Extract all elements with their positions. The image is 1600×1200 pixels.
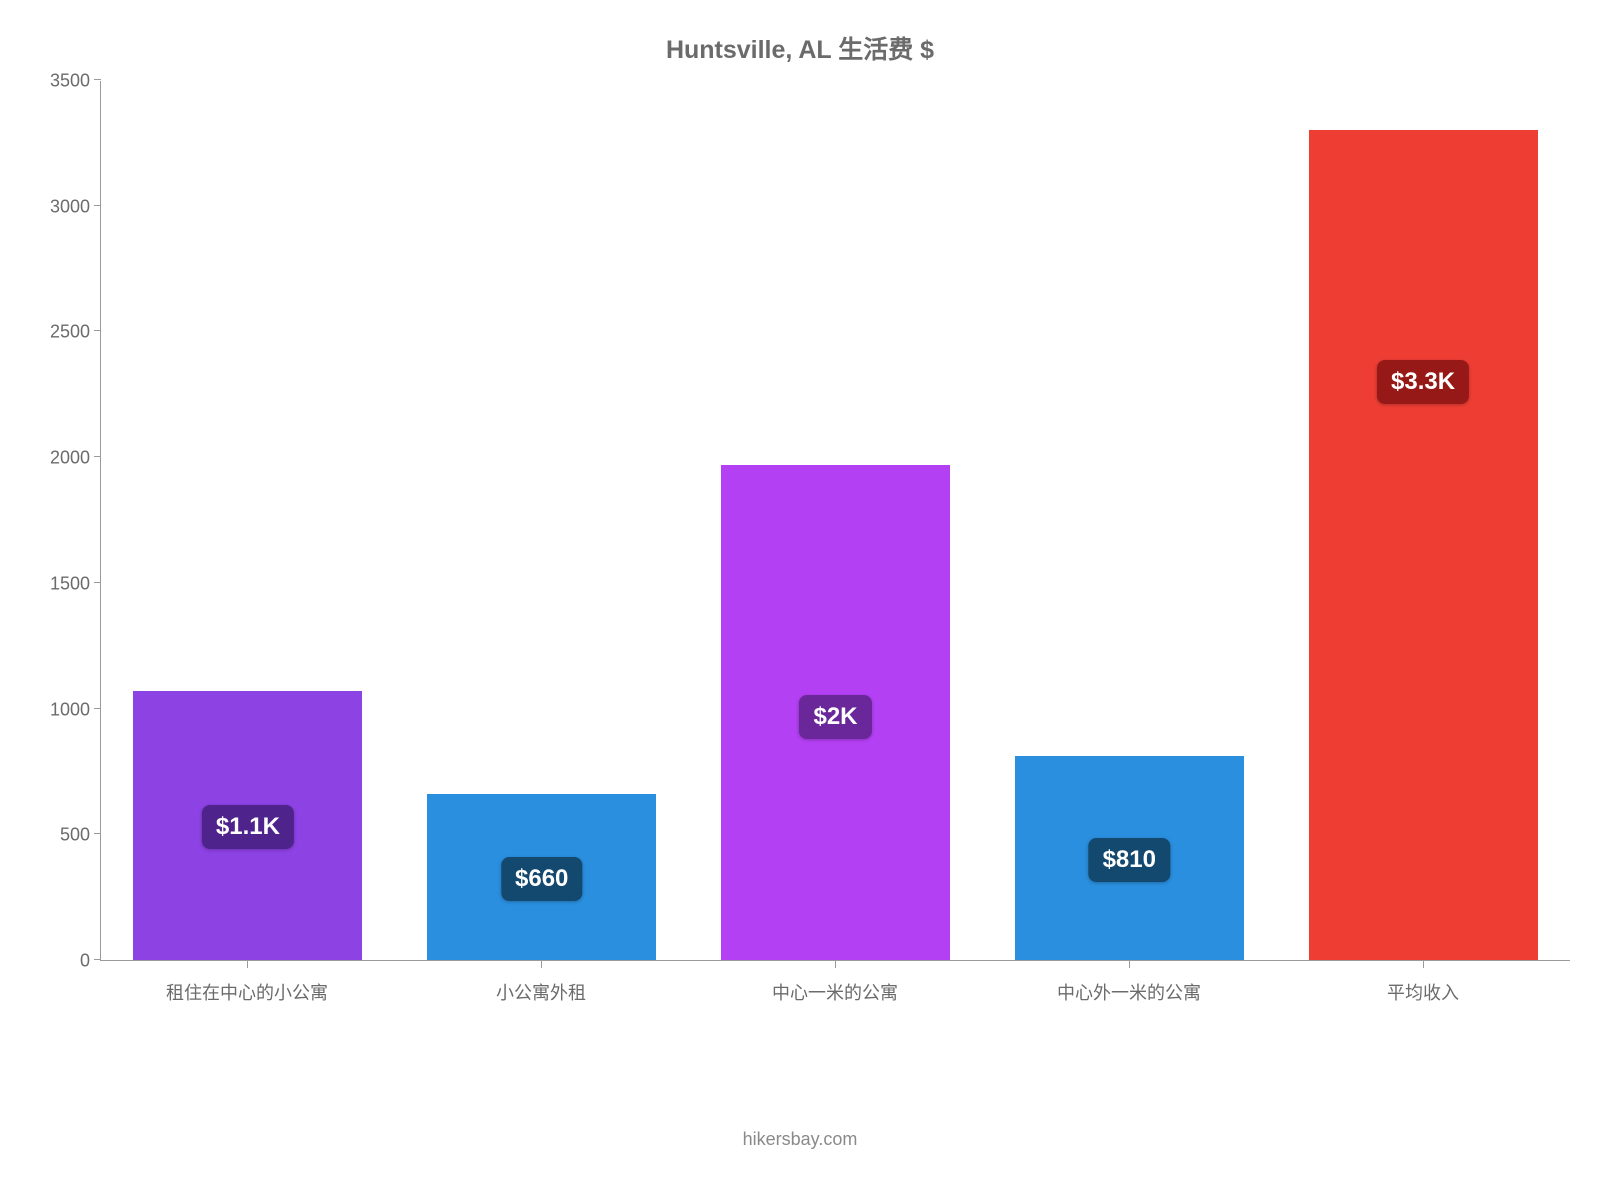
plot-area: $1.1K $660 $2K $810 $3.3K (100, 81, 1570, 961)
x-tick-text: 中心一米的公寓 (772, 983, 898, 1003)
bars-group: $1.1K $660 $2K $810 $3.3K (101, 81, 1570, 960)
x-tick-label: 中心外一米的公寓 (982, 961, 1276, 1005)
x-axis: 租住在中心的小公寓 小公寓外租 中心一米的公寓 中心外一米的公寓 平均收入 (100, 961, 1570, 1005)
x-tick-text: 租住在中心的小公寓 (166, 983, 328, 1003)
x-tick-text: 平均收入 (1387, 983, 1459, 1003)
x-tick-label: 小公寓外租 (394, 961, 688, 1005)
x-tick-mark (1423, 961, 1424, 968)
y-tick-mark (94, 205, 101, 206)
y-tick-label: 3000 (50, 196, 90, 217)
bar: $3.3K (1309, 130, 1538, 960)
bar: $810 (1015, 756, 1244, 960)
bar-slot: $810 (982, 81, 1276, 960)
y-tick-label: 2500 (50, 322, 90, 343)
chart-container: Huntsville, AL 生活费 $ 0 500 1000 1500 2000 250… (0, 0, 1600, 1200)
bar-slot: $2K (689, 81, 983, 960)
bar: $1.1K (133, 691, 362, 960)
bar-value-badge: $2K (799, 695, 871, 739)
x-tick-text: 小公寓外租 (496, 983, 586, 1003)
x-tick-label: 中心一米的公寓 (688, 961, 982, 1005)
y-tick-label: 1000 (50, 699, 90, 720)
attribution-text: hikersbay.com (0, 1129, 1600, 1150)
bar-slot: $3.3K (1276, 81, 1570, 960)
y-tick-mark (94, 582, 101, 583)
bar: $660 (427, 794, 656, 960)
x-tick-mark (541, 961, 542, 968)
chart-title: Huntsville, AL 生活费 $ (30, 30, 1570, 66)
y-tick-label: 1500 (50, 573, 90, 594)
y-tick-label: 3500 (50, 71, 90, 92)
y-tick-mark (94, 456, 101, 457)
bar-slot: $1.1K (101, 81, 395, 960)
x-tick-text: 中心外一米的公寓 (1057, 983, 1201, 1003)
y-tick-label: 2000 (50, 448, 90, 469)
y-tick-mark (94, 79, 101, 80)
y-tick-mark (94, 959, 101, 960)
bar: $2K (721, 465, 950, 960)
x-tick-mark (835, 961, 836, 968)
y-tick-mark (94, 833, 101, 834)
bar-value-badge: $3.3K (1377, 360, 1469, 404)
y-tick-mark (94, 708, 101, 709)
bar-value-badge: $810 (1089, 838, 1170, 882)
x-tick-mark (1129, 961, 1130, 968)
x-tick-label: 平均收入 (1276, 961, 1570, 1005)
bar-value-badge: $660 (501, 857, 582, 901)
x-tick-mark (247, 961, 248, 968)
y-axis: 0500100015002000250030003500 (30, 81, 100, 961)
y-tick-label: 500 (60, 825, 90, 846)
x-tick-label: 租住在中心的小公寓 (100, 961, 394, 1005)
bar-value-badge: $1.1K (202, 805, 294, 849)
bar-slot: $660 (395, 81, 689, 960)
chart-wrap: 0500100015002000250030003500 $1.1K$660$2… (30, 81, 1570, 961)
y-tick-label: 0 (80, 951, 90, 972)
y-tick-mark (94, 330, 101, 331)
